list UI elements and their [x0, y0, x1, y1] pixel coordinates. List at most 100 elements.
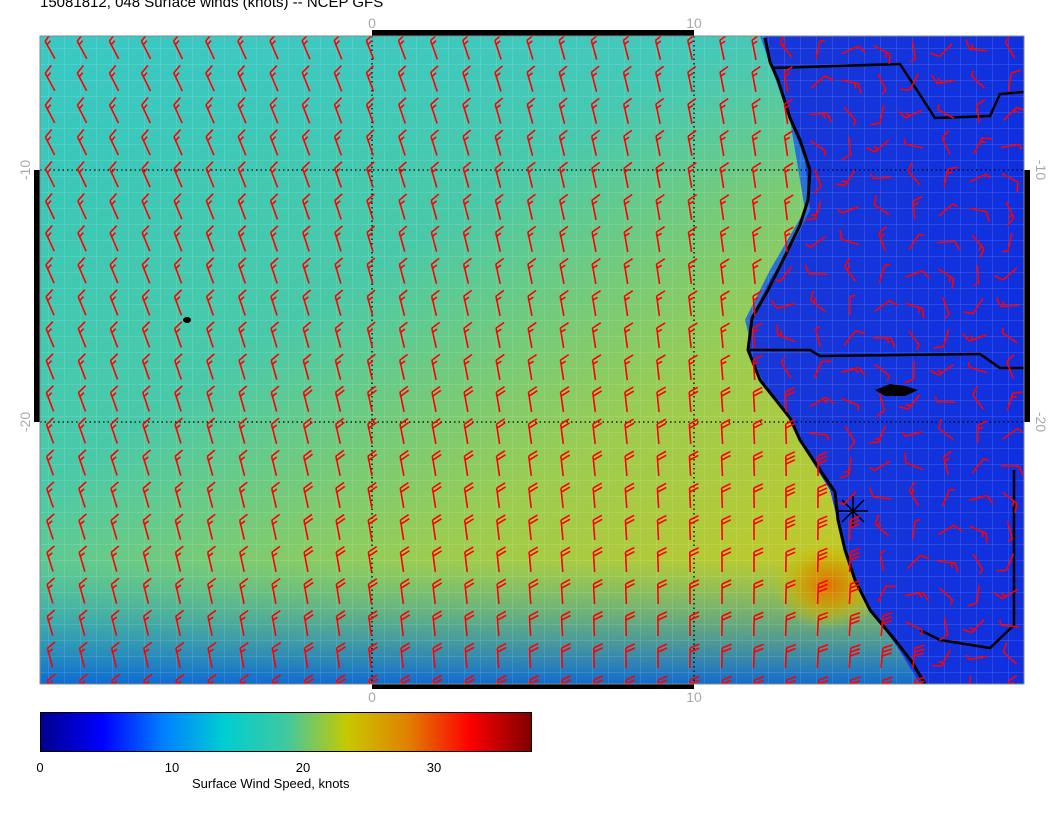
wind-barb [142, 545, 152, 572]
wind-barb [142, 577, 152, 604]
wind-barb [656, 354, 666, 381]
wind-barb [207, 641, 217, 668]
wind-barb [495, 353, 505, 380]
wind-barb [173, 193, 183, 220]
wind-barb [366, 385, 377, 412]
wind-barb [873, 195, 890, 216]
wind-barb [302, 353, 312, 380]
wind-barb [623, 354, 634, 381]
wind-barb [1002, 642, 1018, 665]
wind-barb [45, 385, 55, 412]
wind-barb [689, 611, 700, 637]
wind-barb [45, 353, 55, 380]
wind-barb [877, 73, 887, 95]
wind-barb [496, 642, 507, 669]
wind-barb [558, 97, 568, 124]
wind-barb [237, 97, 247, 124]
wind-barb [400, 642, 411, 669]
border-middle [750, 348, 1024, 370]
wind-barb [430, 289, 440, 316]
wind-barb [77, 192, 87, 220]
wind-barb [591, 386, 603, 413]
wind-barb [302, 449, 313, 476]
wind-barb [366, 257, 376, 284]
wind-barb [837, 206, 859, 214]
wind-barb [993, 588, 1019, 600]
wind-barb [494, 65, 503, 92]
wind-barb [971, 234, 985, 259]
wind-barb [527, 450, 539, 477]
wind-barb [174, 385, 183, 412]
wind-barb [206, 449, 216, 476]
wind-barb [302, 321, 312, 348]
wind-barb [655, 97, 665, 124]
bottom-axis-bar [372, 684, 694, 689]
wind-barb [270, 257, 279, 284]
wind-barb [334, 385, 345, 412]
wind-barb [333, 36, 343, 60]
wind-barb [1006, 354, 1015, 379]
wind-barb [335, 578, 346, 604]
wind-barb [269, 65, 279, 92]
wind-barb [366, 193, 375, 220]
wind-barb [141, 321, 151, 348]
wind-barb [175, 641, 185, 668]
wind-barb [334, 353, 344, 380]
wind-barb [110, 577, 120, 604]
wind-barb [239, 545, 249, 572]
wind-barb [623, 129, 633, 156]
wind-barb [173, 225, 183, 252]
wind-barb [657, 643, 668, 669]
wind-barb [142, 385, 151, 412]
wind-barb [783, 194, 794, 221]
wind-barb [462, 97, 471, 124]
wind-barb [110, 417, 119, 444]
wind-barb [432, 642, 443, 669]
wind-barb [431, 385, 442, 412]
wind-barb [239, 641, 249, 668]
wind-barb [560, 578, 571, 605]
wind-barb [302, 257, 311, 284]
wind-barb [560, 482, 571, 509]
wind-barb [720, 515, 732, 541]
wind-barb [969, 494, 994, 504]
wind-barb [270, 289, 279, 316]
wind-barb [334, 289, 344, 316]
wind-barb [816, 611, 829, 637]
wind-barb [432, 610, 443, 637]
wind-barb [869, 460, 891, 472]
wind-barb [843, 106, 857, 126]
wind-barb [841, 79, 862, 94]
map-frame [39, 35, 1025, 685]
wind-barb [397, 65, 407, 92]
wind-barb [592, 610, 603, 637]
wind-barb [816, 676, 829, 684]
wind-barb [142, 609, 152, 636]
wind-barb [719, 194, 730, 221]
wind-barb [591, 290, 601, 316]
wind-barb [848, 611, 861, 637]
wind-barb [973, 137, 993, 155]
wind-barb [335, 481, 346, 508]
wind-barb [45, 481, 55, 508]
wind-barb [962, 618, 985, 634]
wind-barb [719, 97, 729, 124]
wind-barb [897, 109, 923, 119]
wind-barb [865, 139, 890, 153]
wind-barb [752, 354, 763, 381]
wind-barb [720, 386, 731, 413]
wind-barb [751, 97, 761, 124]
wind-barb [270, 481, 281, 508]
wind-barb [44, 160, 56, 188]
wind-barb [938, 203, 958, 217]
wind-barb [591, 225, 601, 252]
wind-barb [623, 193, 633, 220]
wind-barb [398, 193, 408, 220]
wind-barb [879, 549, 886, 572]
wind-barb [496, 578, 507, 605]
wind-barb [398, 225, 408, 252]
wind-barb [591, 161, 601, 188]
wind-barb [496, 546, 507, 573]
wind-barb [593, 675, 604, 684]
wind-barb [689, 579, 700, 605]
